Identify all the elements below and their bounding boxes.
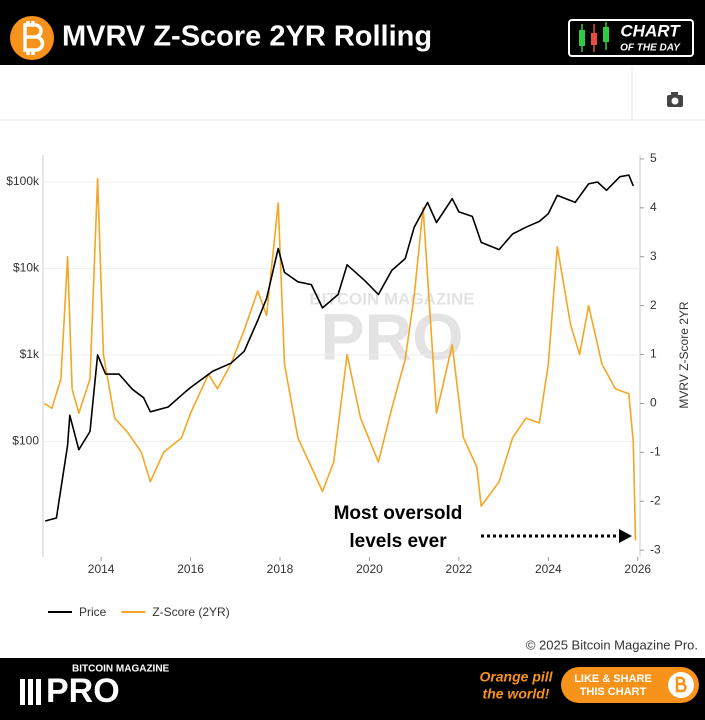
y-tick-label: $100 <box>12 434 39 448</box>
y2-tick-label: -2 <box>650 493 661 507</box>
camera-button[interactable] <box>667 92 683 107</box>
y2-tick-label: 4 <box>650 200 657 214</box>
share-text: THIS CHART <box>580 686 647 698</box>
share-text: LIKE & SHARE <box>574 673 652 685</box>
brand: PRO <box>46 672 120 710</box>
x-tick-label: 2016 <box>177 562 204 576</box>
series-line <box>43 177 637 541</box>
series-line <box>44 174 635 522</box>
brand-icon <box>20 679 41 705</box>
button-symbol <box>675 676 687 693</box>
x-tick-label: 2026 <box>624 562 651 576</box>
badge-text: CHART <box>620 21 681 40</box>
y2-axis-label: MVRV Z-Score 2YR <box>677 301 691 408</box>
y2-tick-label: 3 <box>650 249 657 263</box>
y2-tick-label: 0 <box>650 396 657 410</box>
watermark: BITCOIN MAGAZINE <box>309 289 474 308</box>
x-tick-label: 2014 <box>88 562 115 576</box>
y2-tick-label: -1 <box>650 445 661 459</box>
y-tick-label: $10k <box>13 261 40 275</box>
plot: $100 $1k $10k $100k -3 -2 -1 0 1 2 3 4 5 2014 2016 2018… <box>6 151 691 619</box>
y2-tick-label: -3 <box>650 542 661 556</box>
brand-top: BITCOIN MAGAZINE <box>72 664 170 675</box>
y2-tick-label: 5 <box>650 151 657 165</box>
legend-label: Z-Score (2YR) <box>152 605 229 619</box>
x-tick-label: 2022 <box>446 562 473 576</box>
slogan: Orange pill <box>479 669 553 685</box>
annotation: Most oversold <box>334 503 463 524</box>
bitcoin-symbol <box>23 21 45 55</box>
y-tick-label: $100k <box>6 174 40 188</box>
slogan: the world! <box>483 686 550 702</box>
badge <box>568 19 694 57</box>
legend-label: Price <box>79 605 107 619</box>
x-tick-label: 2020 <box>356 562 383 576</box>
x-tick-label: 2018 <box>267 562 294 576</box>
watermark: PRO <box>320 299 463 373</box>
header-title: MVRV Z-Score 2YR Rolling <box>62 21 432 53</box>
x-tick-label: 2024 <box>535 562 562 576</box>
y2-tick-label: 1 <box>650 347 657 361</box>
candles <box>579 22 609 52</box>
badge-text: OF THE DAY <box>620 43 681 54</box>
y-tick-label: $1k <box>20 347 40 361</box>
annotation: levels ever <box>349 531 447 552</box>
share-button[interactable] <box>561 667 699 703</box>
arrow-head <box>619 529 632 543</box>
y2-tick-label: 2 <box>650 298 657 312</box>
copyright: © 2025 Bitcoin Magazine Pro. <box>526 637 698 652</box>
